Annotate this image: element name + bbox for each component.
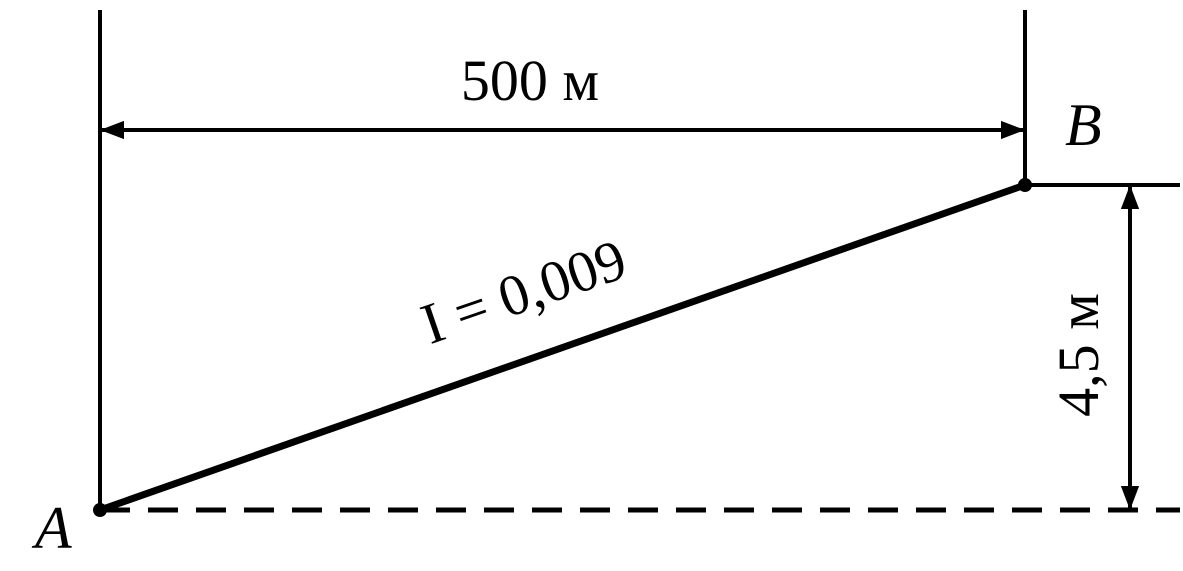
point-a-label: A bbox=[31, 495, 72, 561]
arrow-down-icon bbox=[1121, 486, 1139, 510]
point-b-label: B bbox=[1065, 92, 1102, 158]
slope-line bbox=[100, 185, 1025, 510]
slope-diagram: 500 м A B I = 0,009 4,5 м bbox=[0, 0, 1183, 571]
vertical-distance-label: 4,5 м bbox=[1046, 293, 1111, 417]
horizontal-distance-label: 500 м bbox=[461, 48, 599, 113]
arrow-up-icon bbox=[1121, 185, 1139, 209]
arrow-right-icon bbox=[1001, 121, 1025, 139]
arrow-left-icon bbox=[100, 121, 124, 139]
